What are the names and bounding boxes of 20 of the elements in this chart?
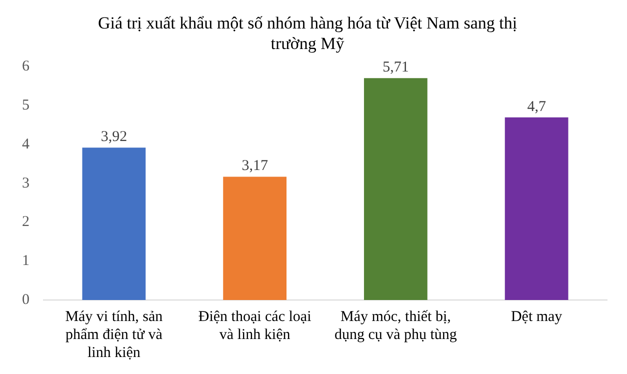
y-tick-label: 4 (22, 136, 30, 152)
x-tick-label: Máy vi tính, sản phẩm điện tử và linh kiện (65, 308, 164, 361)
data-label: 3,92 (100, 129, 128, 146)
data-label: 4,7 (527, 98, 546, 115)
data-label: 5,71 (382, 60, 409, 76)
bar (82, 148, 146, 300)
y-tick-label: 5 (22, 98, 30, 114)
x-tick-label: Máy móc, thiết bị, dụng cụ và phụ tùng (334, 308, 458, 343)
chart-title: Giá trị xuất khẩu một số nhóm hàng hóa từ Việt Nam sang thị trường Mỹ (98, 14, 518, 54)
bar (364, 78, 428, 300)
data-label: 3,17 (242, 158, 268, 174)
y-tick-label: 2 (22, 214, 30, 230)
y-tick-label: 1 (22, 253, 30, 270)
x-tick-label: Điện thoại các loại và linh kiện (198, 308, 312, 343)
x-tick-label: Dệt may (510, 308, 563, 325)
bar (223, 176, 287, 300)
y-tick-label: 3 (22, 175, 30, 192)
y-tick-label: 6 (22, 58, 30, 75)
bar (504, 117, 568, 300)
y-tick-label: 0 (22, 292, 30, 308)
